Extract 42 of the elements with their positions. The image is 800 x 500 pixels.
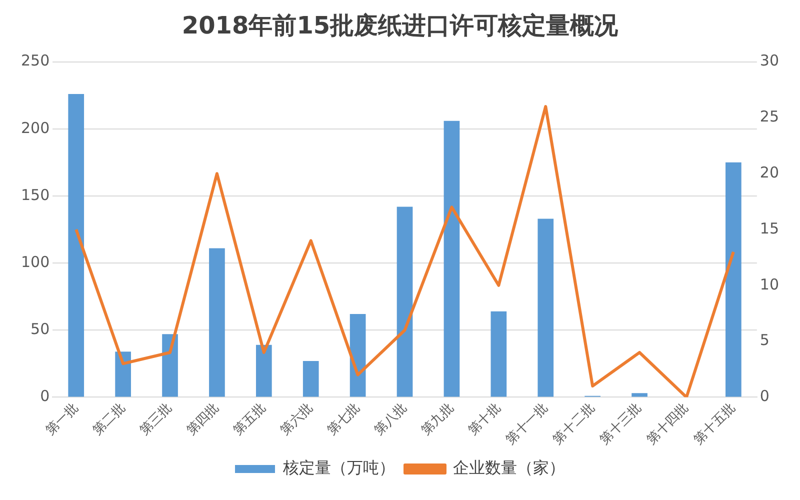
bar — [490, 311, 507, 397]
legend-label: 企业数量（家） — [453, 458, 565, 478]
y-tick-label: 100 — [20, 252, 50, 271]
x-tick-label: 第四批 — [184, 400, 222, 439]
y2-tick-label: 30 — [760, 52, 780, 70]
bar — [302, 360, 319, 397]
legend-label: 核定量（万吨） — [282, 458, 395, 478]
y2-tick-label: 10 — [760, 275, 780, 294]
y-tick-label: 50 — [30, 320, 50, 338]
x-tick-label: 第八批 — [372, 400, 410, 439]
bar — [726, 162, 742, 397]
x-tick-label: 第五批 — [230, 400, 270, 439]
x-tick-label: 第七批 — [324, 400, 364, 439]
x-tick-label: 第十五批 — [691, 400, 739, 448]
bar — [162, 334, 178, 397]
y2-tick-label: 0 — [760, 387, 770, 406]
bar — [68, 94, 84, 397]
x-tick-label: 第三批 — [137, 400, 176, 439]
bar — [632, 393, 648, 397]
y2-tick-label: 15 — [760, 219, 780, 238]
bar — [538, 218, 554, 397]
x-tick-label: 第十四批 — [644, 400, 692, 448]
x-tick-label: 第十批 — [466, 400, 504, 439]
x-tick-label: 第十三批 — [597, 400, 645, 448]
bar — [115, 352, 131, 397]
y-tick-label: 200 — [20, 118, 50, 137]
y-tick-label: 150 — [20, 186, 50, 204]
bar — [256, 344, 272, 397]
chart-title: 2018年前15批废纸进口许可核定量概况 — [182, 12, 620, 40]
x-tick-label: 第十二批 — [550, 400, 598, 448]
x-tick-label: 第九批 — [418, 400, 457, 439]
x-tick-label: 第二批 — [90, 400, 128, 439]
x-tick-label: 第六批 — [278, 400, 316, 439]
bar — [350, 314, 366, 397]
y2-tick-label: 5 — [760, 331, 770, 350]
y2-tick-label: 20 — [760, 163, 780, 182]
bar — [396, 206, 413, 397]
bar — [444, 120, 460, 397]
x-tick-label: 第十一批 — [503, 400, 551, 448]
y2-tick-label: 25 — [760, 108, 780, 126]
bar — [209, 248, 225, 397]
y-tick-label: 250 — [20, 52, 50, 70]
